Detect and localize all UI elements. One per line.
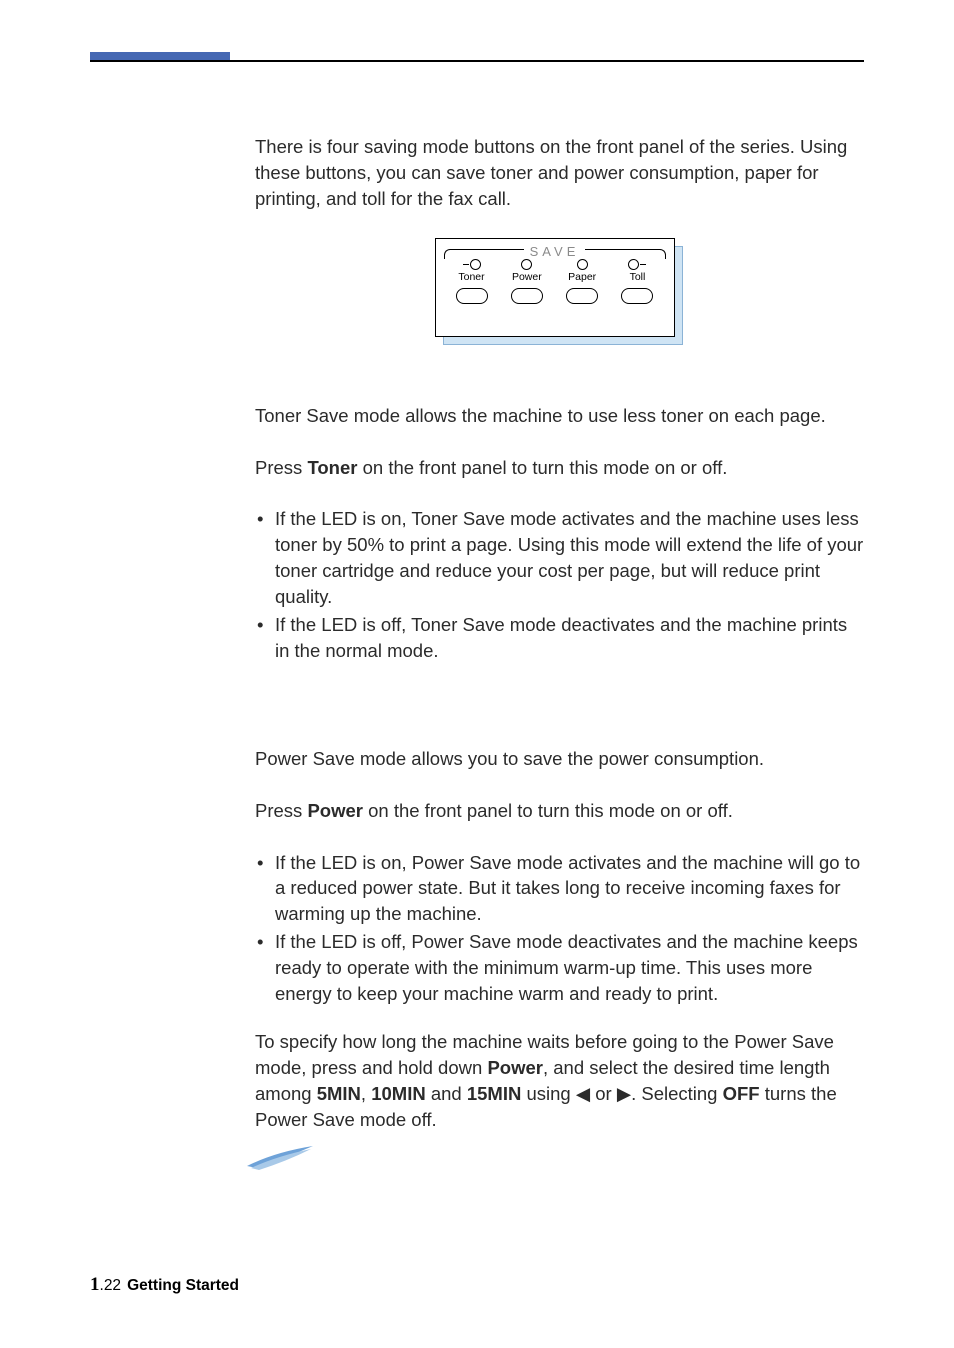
save-bracket-left — [444, 249, 524, 259]
power-keyword: Power — [307, 800, 363, 821]
header-rule-line — [90, 60, 864, 62]
panel-col-paper: Paper — [558, 259, 606, 304]
text: or — [590, 1083, 617, 1104]
panel-label: Toner — [448, 270, 496, 285]
toner-bullet-list: If the LED is on, Toner Save mode activa… — [255, 506, 864, 663]
led-icon — [470, 259, 481, 270]
power-paragraph-1: Power Save mode allows you to save the p… — [255, 746, 864, 772]
power-keyword: Power — [487, 1057, 543, 1078]
arrow-right-icon: ▶ — [617, 1083, 631, 1104]
footer-chapter: 1 — [90, 1274, 100, 1295]
save-label: SAVE — [528, 243, 582, 261]
text: on the front panel to turn this mode on … — [357, 457, 727, 478]
opt-15min: 15MIN — [467, 1083, 522, 1104]
power-paragraph-2: Press Power on the front panel to turn t… — [255, 798, 864, 824]
panel-col-toll: Toll — [613, 259, 661, 304]
power-bullet-list: If the LED is on, Power Save mode activa… — [255, 850, 864, 1007]
panel-col-power: Power — [503, 259, 551, 304]
save-panel-figure: SAVE Toner Power — [435, 238, 685, 337]
text: and — [426, 1083, 467, 1104]
footer-page: 22 — [104, 1277, 121, 1294]
text: Press — [255, 457, 307, 478]
arrow-left-icon: ◀ — [576, 1083, 590, 1104]
body-content: There is four saving mode buttons on the… — [255, 134, 864, 1177]
page-footer: 1.22Getting Started — [90, 1274, 239, 1296]
panel-label: Power — [503, 270, 551, 285]
panel-label: Paper — [558, 270, 606, 285]
power-paragraph-3: To specify how long the machine waits be… — [255, 1029, 864, 1133]
list-item: If the LED is on, Power Save mode activa… — [255, 850, 864, 928]
led-icon — [628, 259, 639, 270]
opt-5min: 5MIN — [317, 1083, 361, 1104]
swoosh-icon — [245, 1144, 315, 1170]
toner-paragraph-2: Press Toner on the front panel to turn t… — [255, 455, 864, 481]
text: , — [361, 1083, 371, 1104]
panel-button-icon — [456, 288, 488, 304]
list-item: If the LED is on, Toner Save mode activa… — [255, 506, 864, 610]
opt-10min: 10MIN — [371, 1083, 426, 1104]
save-bracket-right — [585, 249, 665, 259]
panel-button-icon — [511, 288, 543, 304]
panel-led-row: Toner Power Paper To — [444, 259, 666, 304]
list-item: If the LED is off, Toner Save mode deact… — [255, 612, 864, 664]
intro-paragraph: There is four saving mode buttons on the… — [255, 134, 864, 212]
toner-paragraph-1: Toner Save mode allows the machine to us… — [255, 403, 864, 429]
figure-body: SAVE Toner Power — [435, 238, 675, 337]
panel-col-toner: Toner — [448, 259, 496, 304]
panel-button-icon — [621, 288, 653, 304]
text: Press — [255, 800, 307, 821]
panel-button-icon — [566, 288, 598, 304]
footer-title: Getting Started — [127, 1277, 239, 1294]
toner-keyword: Toner — [307, 457, 357, 478]
text: using — [521, 1083, 576, 1104]
opt-off: OFF — [723, 1083, 760, 1104]
panel-label: Toll — [613, 270, 661, 285]
text: . Selecting — [631, 1083, 723, 1104]
header-rule — [90, 52, 864, 64]
list-item: If the LED is off, Power Save mode deact… — [255, 929, 864, 1007]
text: on the front panel to turn this mode on … — [363, 800, 733, 821]
header-rule-accent — [90, 52, 230, 60]
